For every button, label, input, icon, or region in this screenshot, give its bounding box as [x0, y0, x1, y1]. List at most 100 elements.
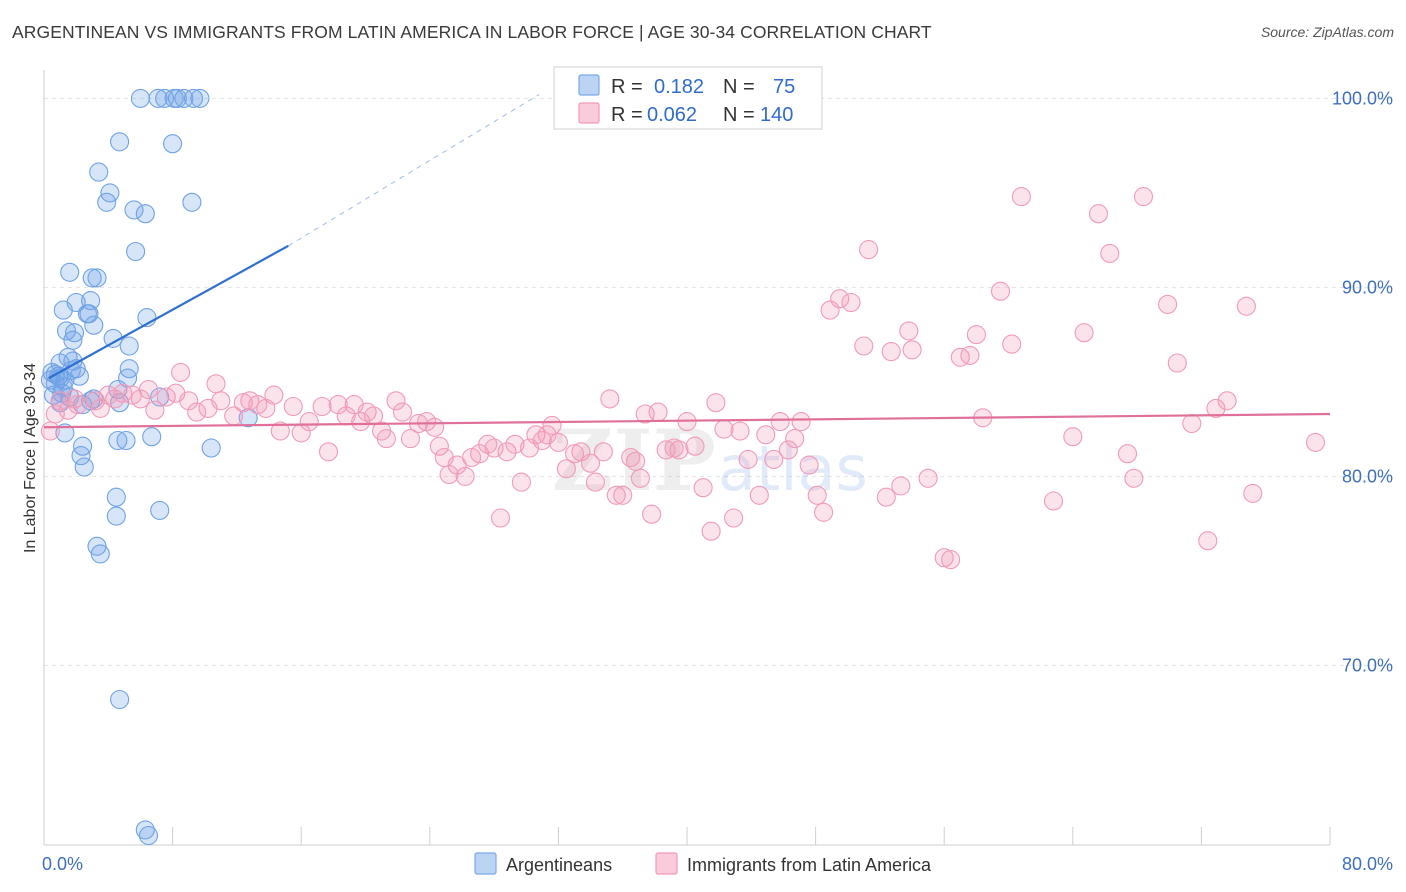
- bottom-legend-label-blue: Argentineans: [506, 855, 612, 875]
- point-immigrants-89: [701, 521, 721, 541]
- point-immigrants-93: [730, 421, 750, 441]
- point-immigrants-57: [484, 438, 504, 458]
- point-immigrants-5: [68, 395, 88, 415]
- point-immigrants-131: [1124, 468, 1144, 488]
- y-tick-label-0: 100.0%: [1332, 88, 1393, 108]
- point-immigrants-22: [211, 391, 231, 411]
- point-immigrants-100: [785, 429, 805, 449]
- point-immigrants-87: [685, 436, 705, 456]
- point-immigrants-72: [585, 472, 605, 492]
- point-immigrants-59: [497, 442, 517, 462]
- point-argentineans-60: [116, 430, 136, 451]
- point-immigrants-141: [1305, 432, 1326, 452]
- point-immigrants-79: [630, 468, 650, 488]
- point-immigrants-65: [537, 425, 557, 445]
- point-immigrants-28: [264, 385, 284, 405]
- point-immigrants-90: [706, 393, 726, 413]
- point-argentineans-65: [106, 506, 126, 526]
- stats-legend-r-label-blue: R =: [611, 76, 643, 98]
- point-immigrants-95: [749, 485, 769, 505]
- point-immigrants-10: [113, 383, 133, 403]
- point-immigrants-119: [960, 345, 980, 365]
- point-immigrants-66: [542, 415, 562, 435]
- point-immigrants-21: [206, 374, 226, 394]
- point-immigrants-111: [881, 342, 901, 362]
- grid-lines: [44, 97, 1395, 666]
- point-argentineans-68: [90, 544, 110, 564]
- point-immigrants-106: [830, 289, 850, 309]
- point-immigrants-75: [606, 485, 626, 505]
- point-immigrants-68: [556, 459, 576, 479]
- point-immigrants-18: [179, 391, 199, 411]
- point-immigrants-115: [918, 468, 938, 488]
- stats-legend-r-blue: 0.182: [654, 76, 704, 98]
- point-argentineans-70: [135, 820, 155, 840]
- point-immigrants-76: [613, 485, 633, 505]
- point-immigrants-43: [386, 391, 406, 411]
- point-argentineans-1: [148, 88, 168, 108]
- y-tick-labels: 100.0% 90.0% 80.0% 70.0%: [1332, 88, 1393, 675]
- series-argentineans: [40, 88, 258, 846]
- point-immigrants-120: [966, 325, 986, 345]
- point-argentineans-62: [201, 438, 221, 458]
- point-immigrants-48: [425, 417, 445, 437]
- point-argentineans-6: [183, 88, 204, 108]
- point-immigrants-61: [511, 472, 531, 492]
- point-argentineans-0: [130, 88, 150, 108]
- point-argentineans-71: [138, 825, 159, 846]
- point-immigrants-126: [1063, 427, 1083, 447]
- point-immigrants-109: [859, 240, 879, 260]
- y-tick-label-1: 90.0%: [1342, 277, 1393, 297]
- bottom-legend: Argentineans Immigrants from Latin Ameri…: [474, 852, 932, 875]
- point-immigrants-30: [283, 396, 303, 417]
- point-immigrants-130: [1117, 444, 1138, 464]
- stats-legend-n-label-pink: N =: [723, 104, 755, 126]
- point-immigrants-15: [156, 387, 176, 407]
- y-tick-label-3: 70.0%: [1342, 655, 1393, 675]
- point-argentineans-57: [142, 427, 162, 447]
- point-immigrants-53: [455, 466, 475, 486]
- point-argentineans-56: [55, 423, 75, 443]
- point-immigrants-44: [392, 402, 413, 422]
- point-argentineans-14: [124, 200, 144, 220]
- point-immigrants-114: [902, 340, 922, 360]
- point-immigrants-73: [593, 442, 613, 462]
- stats-legend-n-blue: 75: [773, 76, 795, 98]
- chart-title: ARGENTINEAN VS IMMIGRANTS FROM LATIN AME…: [12, 22, 932, 42]
- point-immigrants-134: [1167, 353, 1187, 373]
- point-immigrants-127: [1074, 323, 1094, 343]
- point-immigrants-94: [738, 449, 758, 469]
- stats-legend-swatch-blue: [578, 74, 600, 96]
- point-argentineans-28: [64, 323, 85, 343]
- point-immigrants-110: [876, 487, 896, 507]
- point-immigrants-42: [376, 429, 396, 449]
- point-immigrants-14: [145, 400, 165, 420]
- stats-legend-n-pink: 140: [760, 104, 793, 126]
- point-immigrants-138: [1217, 391, 1237, 411]
- point-argentineans-9: [163, 134, 183, 154]
- point-immigrants-97: [764, 449, 784, 469]
- point-argentineans-18: [82, 268, 102, 288]
- point-argentineans-31: [119, 336, 139, 356]
- point-immigrants-60: [505, 434, 525, 454]
- stats-legend-n-label-blue: N =: [723, 76, 755, 98]
- point-immigrants-67: [548, 432, 568, 452]
- point-immigrants-71: [580, 453, 601, 473]
- point-immigrants-33: [312, 396, 332, 417]
- point-argentineans-69: [110, 689, 130, 710]
- point-immigrants-133: [1158, 294, 1178, 314]
- point-immigrants-91: [714, 419, 734, 439]
- point-argentineans-19: [87, 268, 107, 288]
- point-immigrants-45: [400, 429, 421, 449]
- point-immigrants-139: [1236, 296, 1256, 316]
- point-argentineans-27: [56, 321, 77, 341]
- point-argentineans-15: [135, 204, 155, 224]
- point-immigrants-38: [351, 412, 371, 432]
- point-immigrants-116: [934, 548, 954, 568]
- point-argentineans-8: [110, 132, 130, 152]
- trend-line-argentineans-extension: [288, 94, 540, 247]
- point-argentineans-4: [167, 88, 187, 108]
- point-immigrants-34: [318, 442, 339, 462]
- point-immigrants-117: [941, 550, 961, 570]
